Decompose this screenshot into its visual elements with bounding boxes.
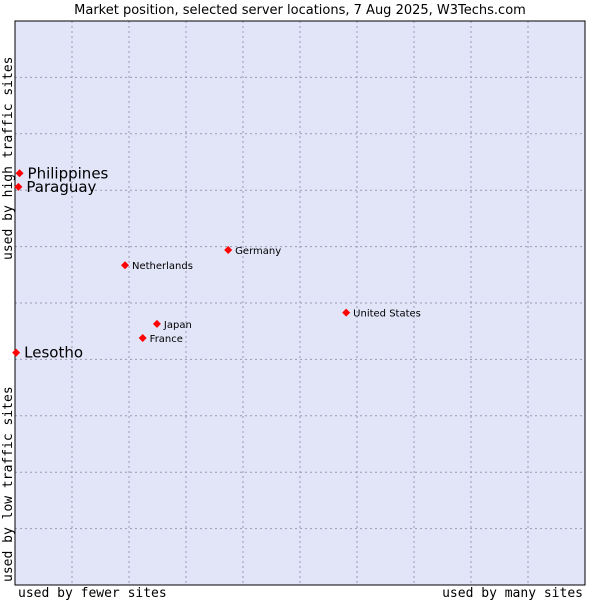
point-marker-paraguay <box>14 182 23 191</box>
point-label-germany: Germany <box>235 246 281 257</box>
point-marker-lesotho <box>12 348 21 357</box>
x-axis-label-high: used by many sites <box>442 586 583 600</box>
point-marker-united-states <box>342 308 351 317</box>
point-label-japan: Japan <box>163 320 192 331</box>
y-axis-label-high: used by high traffic sites <box>1 57 16 261</box>
point-label-france: France <box>150 334 183 345</box>
point-marker-france <box>138 333 147 342</box>
point-label-philippines: Philippines <box>28 164 109 182</box>
point-marker-philippines <box>15 169 24 178</box>
grid-lines <box>15 21 585 585</box>
point-label-united-states: United States <box>353 309 421 320</box>
point-marker-netherlands <box>121 261 130 270</box>
point-label-netherlands: Netherlands <box>132 261 193 272</box>
y-axis-label-low: used by low traffic sites <box>1 386 16 582</box>
point-label-paraguay: Paraguay <box>26 178 96 196</box>
point-marker-germany <box>224 245 233 254</box>
chart-title: Market position, selected server locatio… <box>74 3 526 18</box>
point-marker-japan <box>152 319 161 328</box>
plot-border <box>14 20 586 586</box>
point-label-lesotho: Lesotho <box>24 344 83 362</box>
x-axis-label-low: used by fewer sites <box>18 586 167 600</box>
